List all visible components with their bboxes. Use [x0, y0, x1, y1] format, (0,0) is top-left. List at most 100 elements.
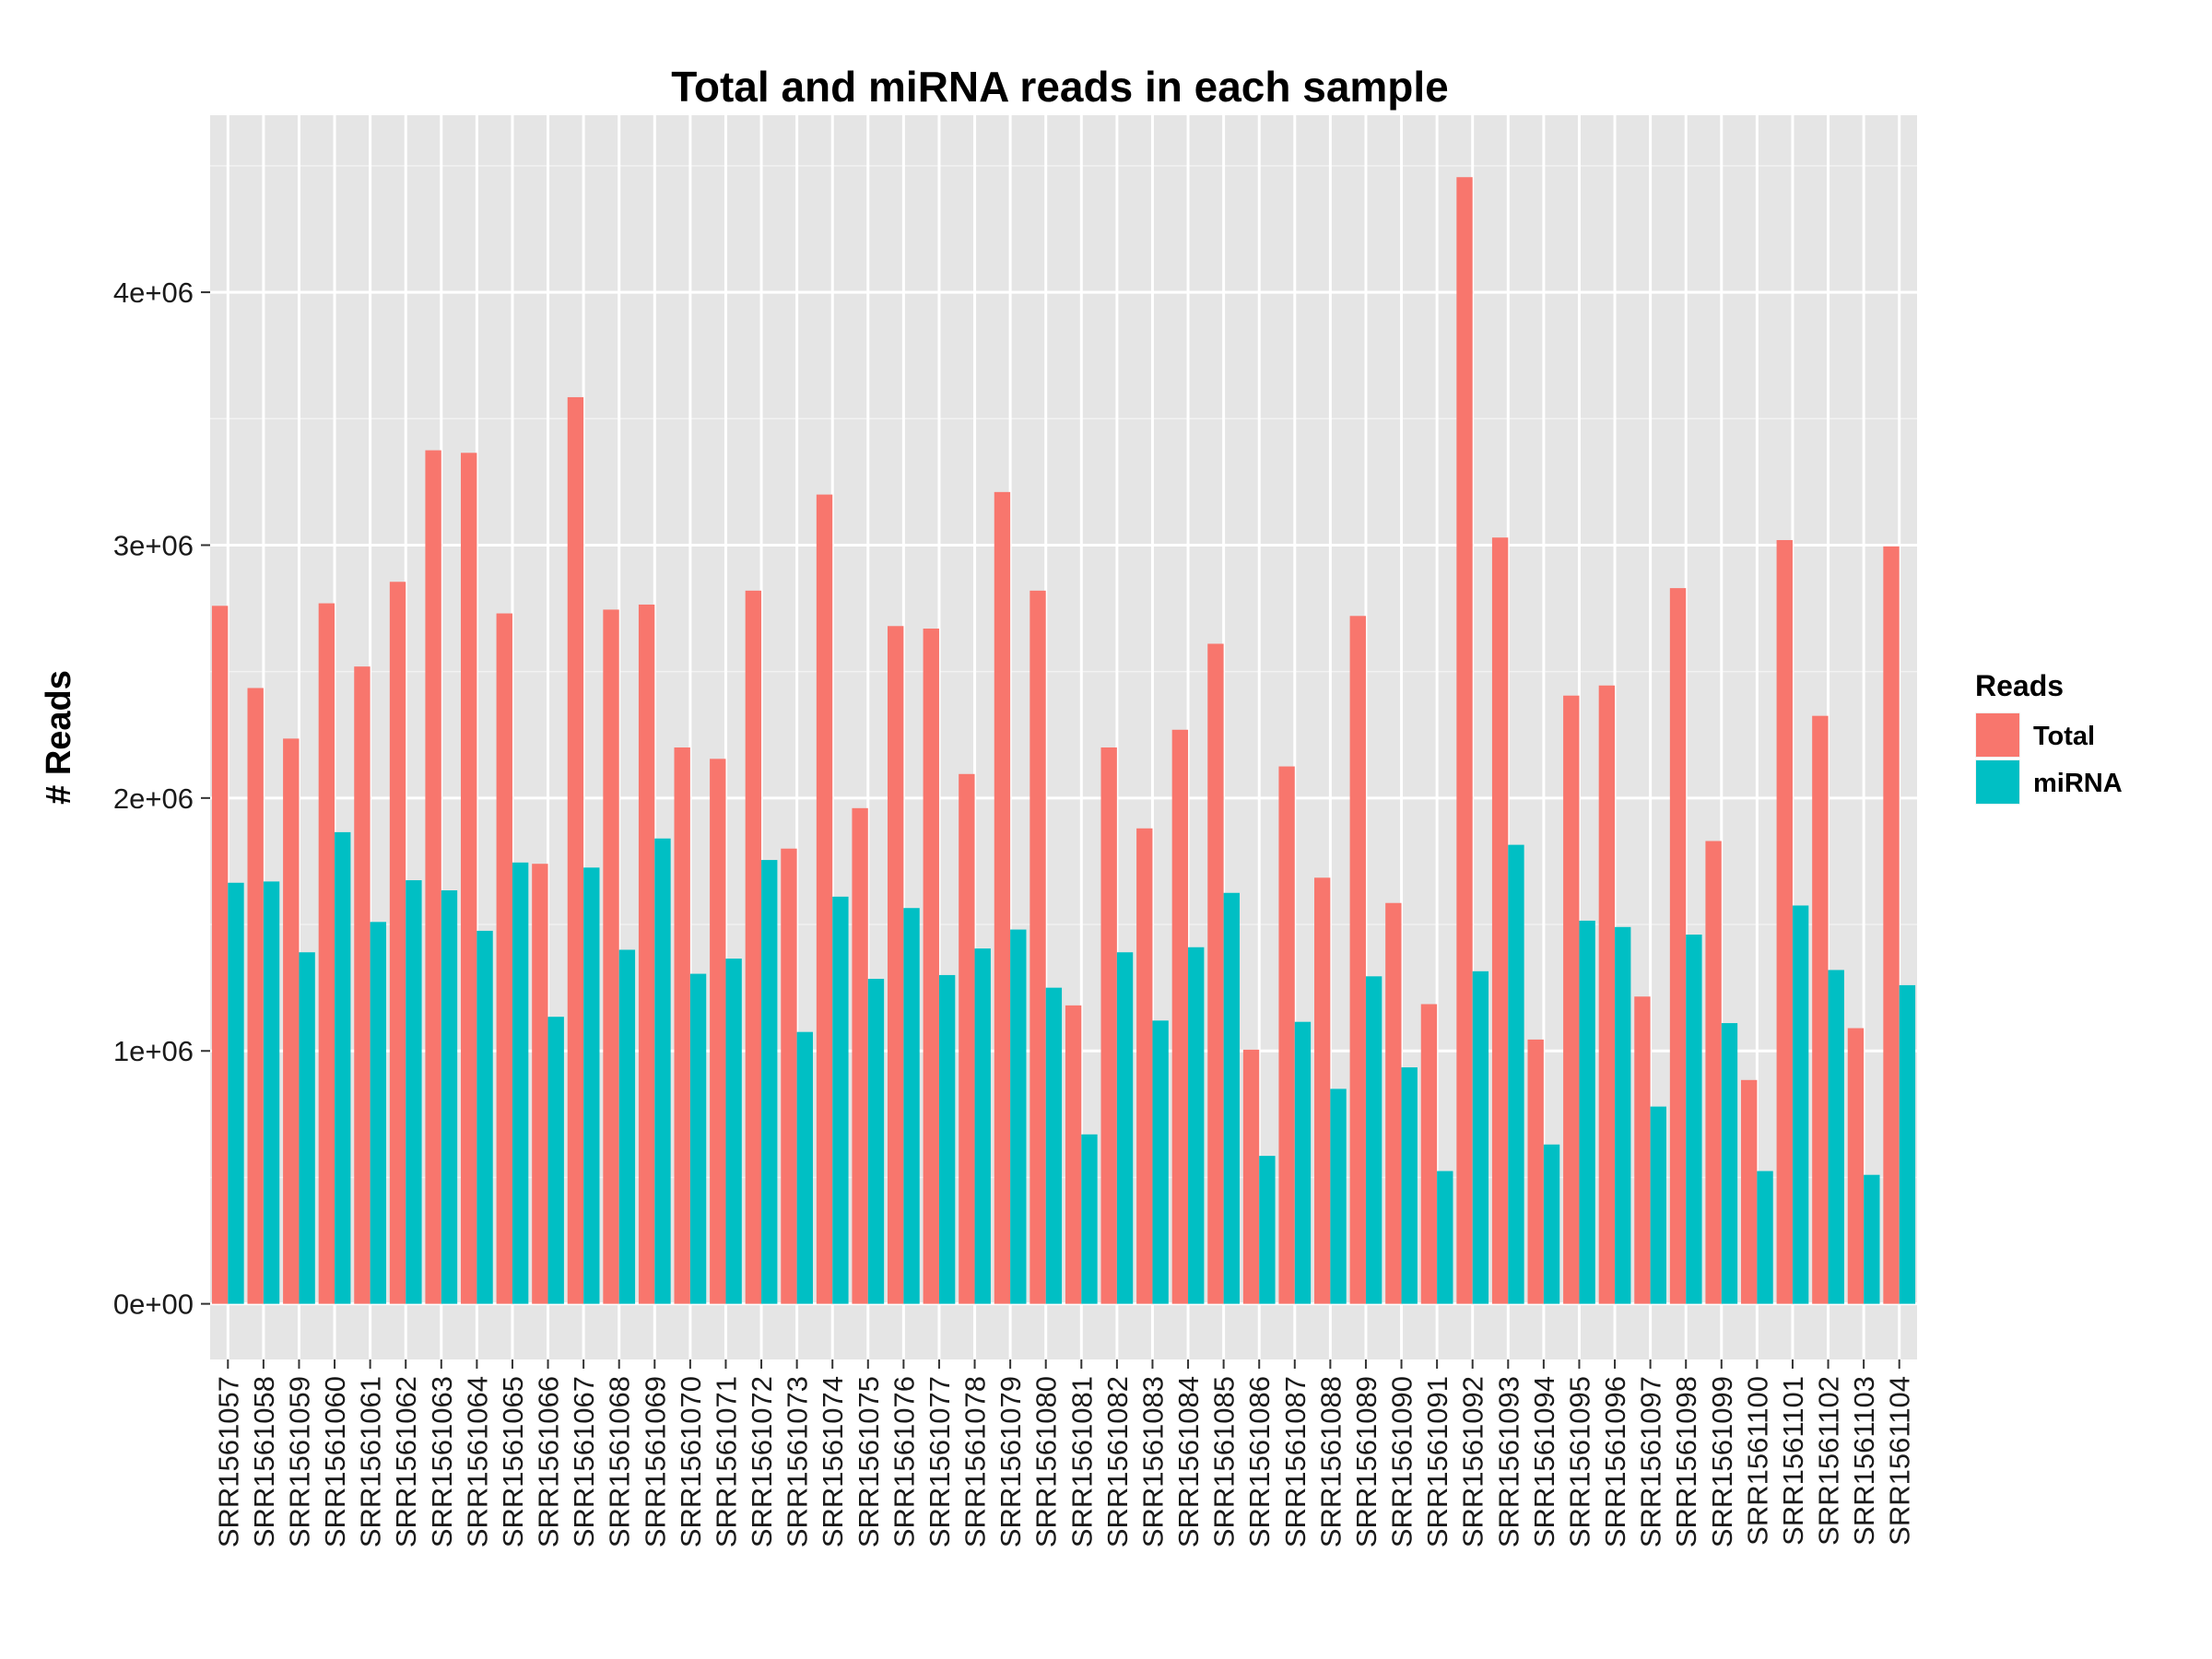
legend-items: Total miRNA	[1975, 712, 2123, 805]
bars	[211, 177, 1916, 1304]
legend-swatch-total	[1976, 713, 2019, 757]
x-tick-label: SRR1561094	[1528, 1376, 1560, 1547]
legend: Reads Total miRNA	[1975, 669, 2123, 805]
bar-mirna-SRR1561068	[618, 949, 636, 1304]
bar-mirna-SRR1561093	[1508, 844, 1524, 1304]
bar-mirna-SRR1561065	[512, 862, 529, 1304]
bar-mirna-SRR1561090	[1401, 1067, 1418, 1304]
x-tick-label: SRR1561103	[1848, 1376, 1880, 1546]
bar-total-SRR1561081	[1065, 1005, 1082, 1304]
bar-mirna-SRR1561074	[832, 896, 849, 1304]
x-tick-label: SRR1561096	[1599, 1376, 1631, 1547]
bar-total-SRR1561063	[425, 450, 441, 1304]
bar-mirna-SRR1561102	[1828, 970, 1844, 1304]
bar-total-SRR1561074	[816, 494, 833, 1304]
x-tick-label: SRR1561097	[1635, 1376, 1667, 1547]
bar-total-SRR1561070	[674, 747, 690, 1304]
legend-label-total: Total	[2033, 722, 2095, 751]
x-tick-label: SRR1561092	[1457, 1376, 1489, 1547]
bar-total-SRR1561096	[1598, 685, 1616, 1304]
x-tick-label: SRR1561060	[319, 1376, 351, 1547]
x-tick-label: SRR1561070	[675, 1376, 707, 1547]
x-tick-label: SRR1561089	[1350, 1376, 1382, 1547]
bar-total-SRR1561088	[1314, 877, 1331, 1304]
x-tick-label: SRR1561062	[390, 1376, 422, 1547]
bar-total-SRR1561058	[247, 688, 264, 1304]
bar-mirna-SRR1561085	[1223, 892, 1240, 1304]
bar-total-SRR1561095	[1563, 695, 1580, 1304]
x-tick-label: SRR1561072	[746, 1376, 778, 1547]
x-tick-label: SRR1561069	[639, 1376, 671, 1547]
bar-mirna-SRR1561103	[1864, 1174, 1880, 1304]
x-tick-label: SRR1561064	[461, 1376, 493, 1547]
x-tick-label: SRR1561073	[782, 1376, 814, 1547]
x-tick-label: SRR1561085	[1208, 1376, 1241, 1547]
bar-total-SRR1561084	[1171, 729, 1189, 1304]
bar-total-SRR1561077	[923, 629, 939, 1304]
bar-mirna-SRR1561097	[1650, 1106, 1666, 1304]
x-tick-label: SRR1561100	[1741, 1376, 1773, 1546]
bar-total-SRR1561080	[1030, 590, 1046, 1304]
bar-mirna-SRR1561088	[1330, 1088, 1347, 1304]
x-tick-label: SRR1561099	[1706, 1376, 1738, 1547]
x-tick-label: SRR1561077	[924, 1376, 956, 1547]
bar-total-SRR1561089	[1349, 616, 1366, 1304]
x-tick-label: SRR1561058	[248, 1376, 280, 1547]
bar-total-SRR1561079	[994, 491, 1011, 1304]
y-tick-label: 4e+06	[113, 276, 194, 309]
bar-mirna-SRR1561100	[1757, 1171, 1773, 1304]
x-tick-label: SRR1561087	[1279, 1376, 1312, 1547]
x-tick-label: SRR1561075	[853, 1376, 885, 1547]
x-tick-label: SRR1561098	[1670, 1376, 1702, 1547]
bar-total-SRR1561100	[1741, 1079, 1758, 1304]
legend-label-mirna: miRNA	[2033, 769, 2123, 798]
x-tick-label: SRR1561079	[994, 1376, 1027, 1547]
bar-total-SRR1561075	[852, 807, 868, 1304]
x-tick-label: SRR1561076	[888, 1376, 920, 1547]
bar-mirna-SRR1561058	[263, 881, 280, 1304]
bar-mirna-SRR1561064	[477, 930, 493, 1304]
bar-mirna-SRR1561081	[1081, 1134, 1098, 1304]
bar-mirna-SRR1561083	[1152, 1020, 1169, 1304]
bar-mirna-SRR1561092	[1472, 971, 1489, 1304]
bar-mirna-SRR1561071	[725, 959, 742, 1304]
bar-mirna-SRR1561094	[1543, 1144, 1560, 1304]
bar-mirna-SRR1561060	[335, 831, 351, 1304]
bar-mirna-SRR1561070	[689, 973, 707, 1304]
bar-mirna-SRR1561072	[761, 860, 778, 1304]
plot-panel	[210, 115, 1917, 1359]
x-tick-label: SRR1561080	[1030, 1376, 1063, 1547]
x-axis: SRR1561057 SRR1561058 SRR1561059 SRR1561060…	[212, 1359, 1916, 1547]
bar-total-SRR1561085	[1207, 643, 1224, 1304]
bar-total-SRR1561083	[1136, 828, 1153, 1304]
x-tick-label: SRR1561095	[1563, 1376, 1595, 1547]
bar-mirna-SRR1561101	[1792, 905, 1809, 1304]
bar-mirna-SRR1561059	[299, 952, 315, 1304]
x-tick-label: SRR1561081	[1065, 1376, 1098, 1547]
x-tick-label: SRR1561086	[1243, 1376, 1276, 1547]
x-tick-label: SRR1561068	[604, 1376, 636, 1547]
x-tick-label: SRR1561104	[1884, 1376, 1916, 1546]
bar-total-SRR1561068	[603, 609, 619, 1304]
bar-mirna-SRR1561099	[1721, 1023, 1738, 1304]
bar-mirna-SRR1561084	[1188, 947, 1205, 1304]
bar-total-SRR1561103	[1847, 1028, 1865, 1304]
bar-total-SRR1561091	[1420, 1004, 1438, 1304]
bar-mirna-SRR1561077	[938, 974, 956, 1304]
bar-mirna-SRR1561104	[1899, 984, 1916, 1304]
bar-mirna-SRR1561087	[1294, 1021, 1312, 1304]
x-tick-label: SRR1561084	[1172, 1376, 1205, 1547]
bar-total-SRR1561093	[1491, 537, 1509, 1304]
bar-total-SRR1561076	[888, 626, 904, 1304]
x-tick-label: SRR1561066	[533, 1376, 565, 1547]
y-axis-label: # Reads	[40, 670, 78, 805]
x-tick-label: SRR1561083	[1136, 1376, 1169, 1547]
y-tick-label: 3e+06	[113, 529, 194, 561]
bar-mirna-SRR1561080	[1045, 987, 1063, 1304]
bar-total-SRR1561062	[389, 582, 406, 1304]
bar-mirna-SRR1561082	[1116, 952, 1134, 1304]
bar-total-SRR1561104	[1883, 546, 1900, 1304]
bar-total-SRR1561101	[1776, 539, 1793, 1304]
bar-total-SRR1561061	[354, 666, 371, 1304]
